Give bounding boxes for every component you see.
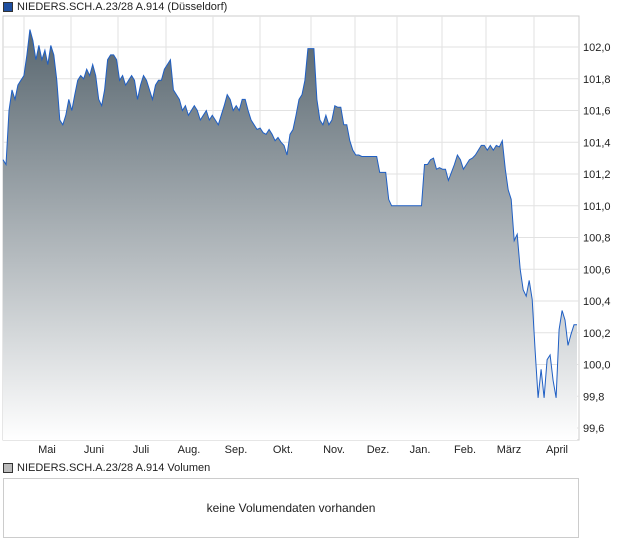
volume-panel: keine Volumendaten vorhanden [3, 478, 579, 538]
volume-legend-label: NIEDERS.SCH.A.23/28 A.914 Volumen [17, 462, 211, 474]
x-tick-label: März [497, 444, 521, 456]
y-tick-label: 101,2 [583, 169, 611, 181]
y-tick-label: 101,8 [583, 74, 611, 86]
x-tick-label: Feb. [454, 444, 476, 456]
y-tick-label: 100,8 [583, 233, 611, 245]
x-tick-label: Dez. [367, 444, 390, 456]
volume-swatch [3, 463, 13, 473]
x-tick-label: Okt. [273, 444, 293, 456]
x-tick-label: April [546, 444, 568, 456]
price-legend-label: NIEDERS.SCH.A.23/28 A.914 (Düsseldorf) [17, 1, 228, 13]
y-tick-label: 101,0 [583, 201, 611, 213]
x-tick-label: Sep. [225, 444, 248, 456]
y-tick-label: 101,6 [583, 106, 611, 118]
price-line [2, 29, 577, 398]
y-tick-label: 100,2 [583, 328, 611, 340]
x-tick-label: Jan. [410, 444, 431, 456]
x-tick-label: Juni [84, 444, 104, 456]
x-tick-label: Nov. [323, 444, 345, 456]
volume-legend: NIEDERS.SCH.A.23/28 A.914 Volumen [3, 462, 210, 474]
price-area [3, 29, 577, 440]
y-tick-label: 99,6 [583, 423, 604, 435]
x-tick-label: Aug. [178, 444, 201, 456]
y-tick-label: 99,8 [583, 391, 604, 403]
price-legend: NIEDERS.SCH.A.23/28 A.914 (Düsseldorf) [3, 1, 227, 13]
y-tick-label: 100,6 [583, 264, 611, 276]
y-tick-label: 100,0 [583, 360, 611, 372]
price-chart: 102,0 101,8 101,6 101,4 101,2 101,0 100,8 100,6… [2, 15, 611, 456]
y-tick-label: 100,4 [583, 296, 611, 308]
x-tick-label: Juli [133, 444, 150, 456]
y-tick-label: 102,0 [583, 42, 611, 54]
y-tick-label: 101,4 [583, 137, 611, 149]
x-tick-label: Mai [38, 444, 56, 456]
price-swatch [3, 2, 13, 12]
volume-empty-message: keine Volumendaten vorhanden [206, 501, 376, 515]
